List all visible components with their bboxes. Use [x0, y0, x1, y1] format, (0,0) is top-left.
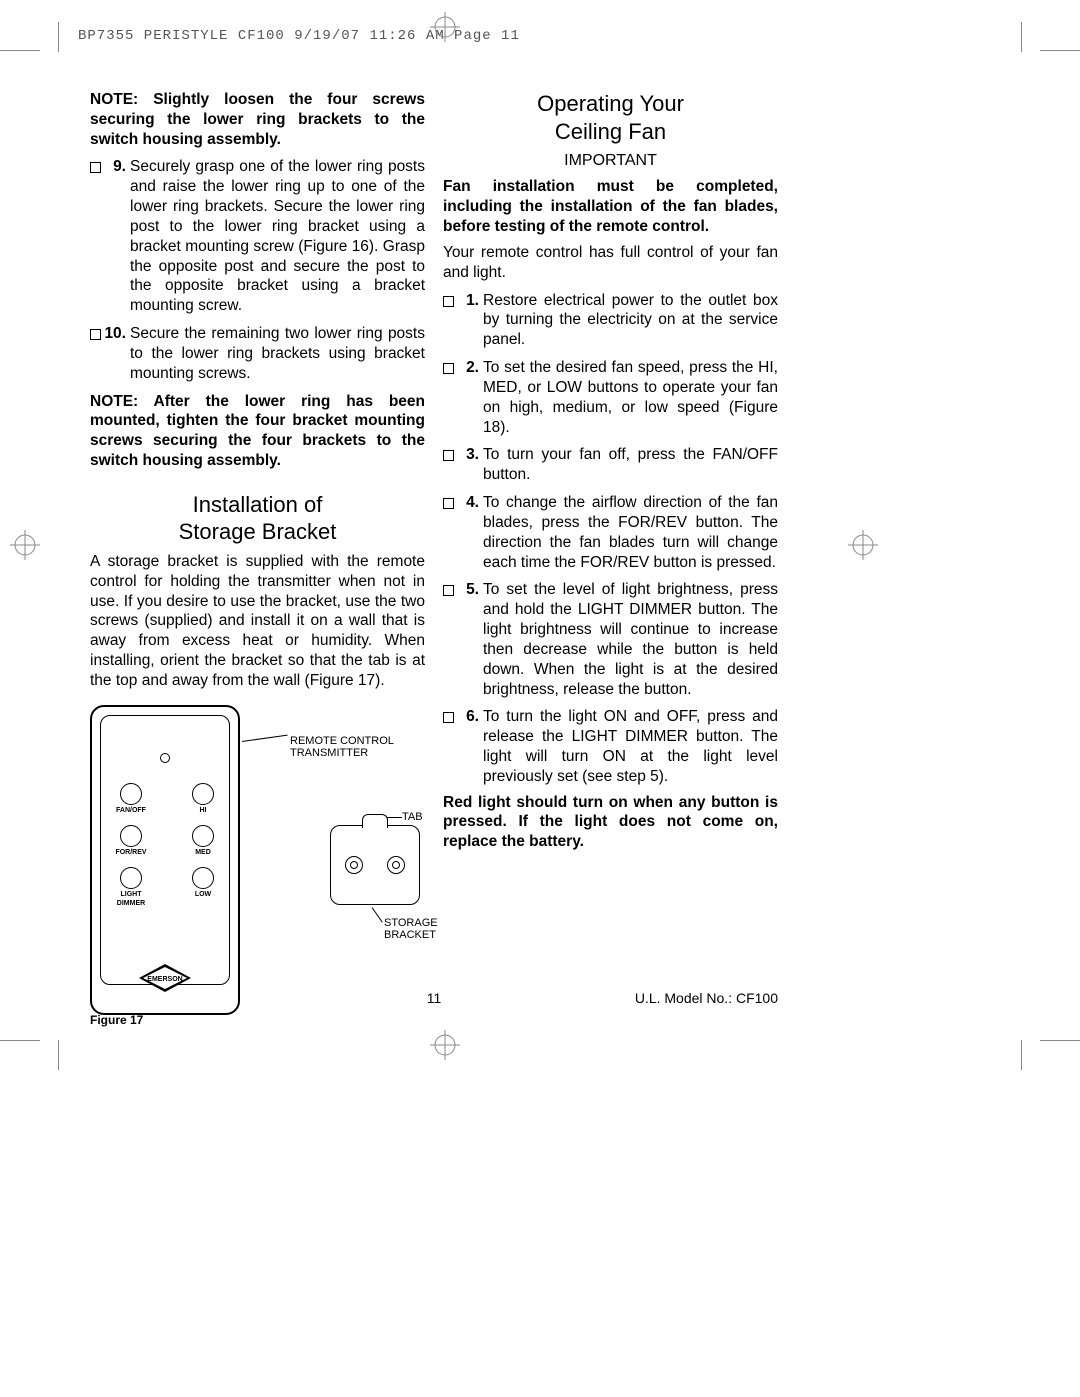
callout-bracket-label: STORAGE BRACKET	[384, 917, 438, 941]
button-low-icon	[192, 867, 214, 889]
label-light: LIGHT DIMMER	[111, 891, 151, 909]
model-number: U.L. Model No.: CF100	[635, 990, 778, 1006]
step-text: To change the airflow direction of the f…	[483, 493, 778, 572]
step-10: 10. Secure the remaining two lower ring …	[90, 324, 425, 383]
callout-line-icon	[242, 734, 288, 741]
checkbox-icon	[443, 709, 457, 786]
page-footer: 11 U.L. Model No.: CF100	[90, 990, 778, 1006]
crop-marks-top	[0, 30, 1080, 60]
op-step-4: 4. To change the airflow direction of th…	[443, 493, 778, 572]
checkbox-icon	[443, 293, 457, 350]
screwhole-icon	[345, 856, 363, 874]
checkbox-icon	[443, 495, 457, 572]
note-tighten-screws: NOTE: After the lower ring has been moun…	[90, 392, 425, 471]
step-text: To set the desired fan speed, press the …	[483, 358, 778, 437]
step-9: 9. Securely grasp one of the lower ring …	[90, 157, 425, 316]
checkbox-icon	[443, 582, 457, 699]
section-title-operating: Operating Your Ceiling Fan	[443, 90, 778, 145]
op-step-2: 2. To set the desired fan speed, press t…	[443, 358, 778, 437]
label-fanoff: FAN/OFF	[111, 807, 151, 816]
button-light-icon	[120, 867, 142, 889]
label-forrev: FOR/REV	[111, 849, 151, 858]
step-number: 3.	[457, 445, 483, 485]
note-loosen-screws: NOTE: Slightly loosen the four screws se…	[90, 90, 425, 149]
led-indicator-icon	[160, 753, 170, 763]
remote-transmitter-drawing: FAN/OFF HI FOR/REV MED LIGHT DIMMER LOW	[90, 705, 240, 1015]
callout-line-icon	[372, 907, 383, 922]
button-fanoff-icon	[120, 783, 142, 805]
right-column: Operating Your Ceiling Fan IMPORTANT Fan…	[443, 90, 778, 1025]
step-text: To turn the light ON and OFF, press and …	[483, 707, 778, 786]
tab-icon	[362, 814, 388, 828]
storage-bracket-drawing	[330, 825, 420, 905]
op-step-6: 6. To turn the light ON and OFF, press a…	[443, 707, 778, 786]
figure-caption: Figure 17	[90, 1013, 143, 1028]
registration-mark-left	[10, 530, 40, 560]
label-hi: HI	[183, 807, 223, 816]
step-number: 1.	[457, 291, 483, 350]
checkbox-icon	[443, 447, 457, 485]
step-text: To set the level of light brightness, pr…	[483, 580, 778, 699]
op-step-1: 1. Restore electrical power to the outle…	[443, 291, 778, 350]
bold-battery-note: Red light should turn on when any button…	[443, 793, 778, 852]
section-title-storage: Installation of Storage Bracket	[90, 491, 425, 546]
callout-tab-label: TAB	[402, 811, 423, 823]
step-text: Secure the remaining two lower ring post…	[130, 324, 425, 383]
step-text: Securely grasp one of the lower ring pos…	[130, 157, 425, 316]
figure-17: FAN/OFF HI FOR/REV MED LIGHT DIMMER LOW	[90, 705, 425, 1025]
step-number: 2.	[457, 358, 483, 437]
op-step-3: 3. To turn your fan off, press the FAN/O…	[443, 445, 778, 485]
step-text: To turn your fan off, press the FAN/OFF …	[483, 445, 778, 485]
screwhole-icon	[387, 856, 405, 874]
intro-text: Your remote control has full control of …	[443, 243, 778, 283]
step-number: 4.	[457, 493, 483, 572]
checkbox-icon	[90, 326, 104, 383]
left-column: NOTE: Slightly loosen the four screws se…	[90, 90, 425, 1025]
step-number: 6.	[457, 707, 483, 786]
page-number: 11	[427, 990, 442, 1006]
step-text: Restore electrical power to the outlet b…	[483, 291, 778, 350]
crop-marks-bottom	[0, 1040, 1080, 1070]
registration-mark-top	[430, 12, 460, 42]
svg-text:EMERSON: EMERSON	[147, 976, 182, 983]
checkbox-icon	[443, 360, 457, 437]
button-hi-icon	[192, 783, 214, 805]
op-step-5: 5. To set the level of light brightness,…	[443, 580, 778, 699]
important-label: IMPORTANT	[443, 151, 778, 171]
step-number: 10.	[104, 324, 130, 383]
page-content: NOTE: Slightly loosen the four screws se…	[90, 90, 778, 1025]
registration-mark-right	[848, 530, 878, 560]
button-forrev-icon	[120, 825, 142, 847]
bold-installation-note: Fan installation must be completed, incl…	[443, 177, 778, 236]
button-med-icon	[192, 825, 214, 847]
step-number: 9.	[104, 157, 130, 316]
checkbox-icon	[90, 159, 104, 316]
step-number: 5.	[457, 580, 483, 699]
callout-remote-label: REMOTE CONTROL TRANSMITTER	[290, 735, 394, 759]
label-low: LOW	[183, 891, 223, 900]
label-med: MED	[183, 849, 223, 858]
storage-bracket-body: A storage bracket is supplied with the r…	[90, 552, 425, 691]
